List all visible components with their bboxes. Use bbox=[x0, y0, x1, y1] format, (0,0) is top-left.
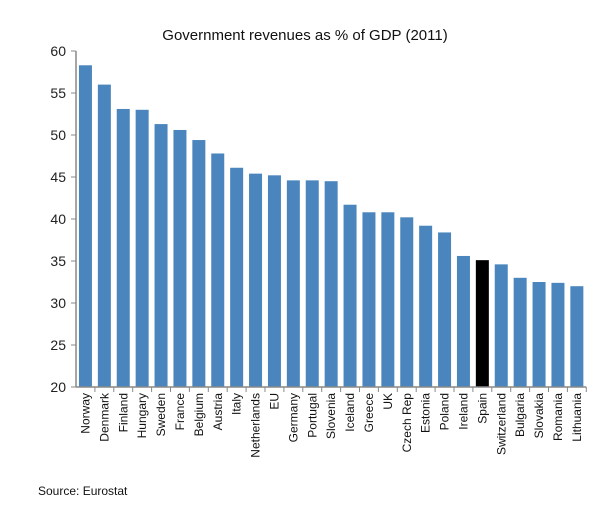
y-tick-label: 20 bbox=[50, 379, 66, 395]
y-tick-label: 55 bbox=[50, 85, 66, 101]
x-tick-label: Switzerland bbox=[494, 393, 508, 455]
bars bbox=[78, 65, 584, 388]
bar-austria bbox=[211, 153, 225, 387]
bar-poland bbox=[438, 232, 452, 387]
x-tick-label: EU bbox=[267, 393, 281, 410]
bar-italy bbox=[230, 167, 244, 387]
x-axis: Norway Denmark Finland Hungary Sweden France B… bbox=[76, 386, 587, 458]
bar-portugal bbox=[305, 180, 319, 387]
x-tick-label: Denmark bbox=[97, 392, 111, 442]
x-tick-label: France bbox=[173, 393, 187, 431]
bar-slovakia bbox=[532, 282, 546, 387]
bar-hungary bbox=[135, 109, 149, 388]
bar-czech-rep bbox=[400, 217, 414, 387]
chart-title: Government revenues as % of GDP (2011) bbox=[162, 27, 447, 44]
y-tick-label: 30 bbox=[50, 295, 66, 311]
bar-france bbox=[173, 129, 187, 387]
x-tick-label: Spain bbox=[475, 393, 489, 424]
y-tick-label: 40 bbox=[50, 211, 66, 227]
x-tick-label: Iceland bbox=[343, 393, 357, 432]
bar-germany bbox=[286, 180, 300, 387]
bar-switzerland bbox=[494, 264, 508, 387]
y-tick-label: 50 bbox=[50, 127, 66, 143]
y-tick-label: 35 bbox=[50, 253, 66, 269]
x-tick-label: Romania bbox=[551, 393, 565, 441]
y-axis: 20 25 30 35 40 45 50 55 60 bbox=[50, 43, 77, 395]
x-tick-label: Estonia bbox=[419, 393, 433, 433]
bar-greece bbox=[362, 212, 376, 387]
x-tick-label: Slovakia bbox=[532, 393, 546, 439]
bar-chart: Government revenues as % of GDP (2011) 2… bbox=[50, 27, 587, 458]
x-tick-label: Ireland bbox=[456, 393, 470, 430]
x-tick-label: Portugal bbox=[305, 393, 319, 438]
bar-belgium bbox=[192, 140, 206, 387]
x-tick-label: Belgium bbox=[192, 393, 206, 436]
x-tick-label: UK bbox=[381, 393, 395, 410]
bar-finland bbox=[116, 108, 130, 388]
x-tick-label: Finland bbox=[116, 393, 130, 432]
source-note: Source: Eurostat bbox=[38, 484, 128, 498]
x-tick-label: Bulgaria bbox=[513, 393, 527, 437]
x-tick-label: Poland bbox=[438, 393, 452, 430]
x-tick-label: Slovenia bbox=[324, 393, 338, 439]
y-tick-label: 60 bbox=[50, 43, 66, 59]
x-tick-label: Sweden bbox=[154, 393, 168, 436]
x-tick-label: Norway bbox=[78, 393, 92, 434]
x-tick-label: Lithuania bbox=[570, 393, 584, 442]
y-tick-label: 45 bbox=[50, 169, 66, 185]
x-tick-label: Hungary bbox=[135, 393, 149, 438]
bar-netherlands bbox=[249, 173, 263, 387]
y-tick-label: 25 bbox=[50, 337, 66, 353]
bar-ireland bbox=[456, 255, 470, 387]
x-tick-label: Netherlands bbox=[249, 393, 263, 458]
x-tick-label: Italy bbox=[230, 393, 244, 415]
bar-estonia bbox=[419, 225, 433, 387]
bar-uk bbox=[381, 212, 395, 387]
bar-sweden bbox=[154, 124, 168, 387]
bar-spain bbox=[475, 260, 489, 387]
bar-eu bbox=[267, 175, 281, 387]
bar-lithuania bbox=[570, 286, 584, 387]
x-tick-label: Germany bbox=[286, 393, 300, 442]
bar-bulgaria bbox=[513, 277, 527, 387]
bar-romania bbox=[551, 282, 565, 387]
bar-denmark bbox=[97, 84, 111, 387]
x-tick-label: Greece bbox=[362, 393, 376, 433]
bar-norway bbox=[78, 65, 92, 387]
x-tick-label: Austria bbox=[211, 393, 225, 431]
x-tick-label: Czech Rep bbox=[400, 393, 414, 453]
bar-slovenia bbox=[324, 181, 338, 387]
bar-iceland bbox=[343, 204, 357, 387]
